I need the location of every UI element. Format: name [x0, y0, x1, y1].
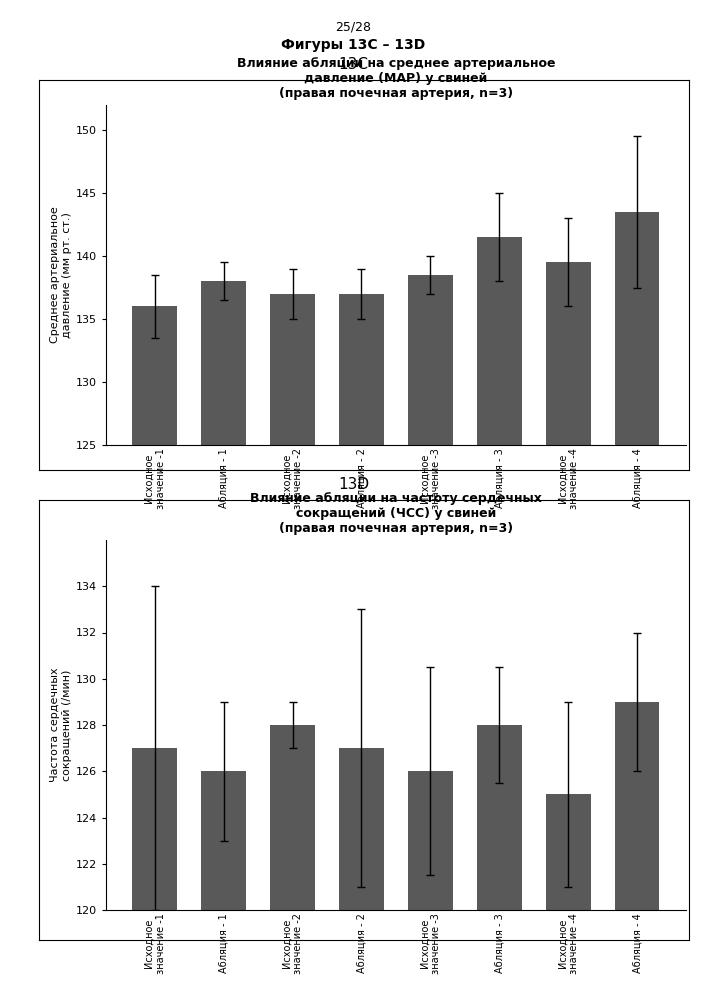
Bar: [132, 306, 177, 445]
Bar: [477, 237, 522, 445]
Bar: [201, 281, 246, 445]
Text: 13С: 13С: [339, 57, 368, 72]
Bar: [201, 771, 246, 910]
Bar: [339, 294, 384, 445]
Bar: [270, 294, 315, 445]
Text: Фигуры 13С – 13D: Фигуры 13С – 13D: [281, 38, 426, 52]
Bar: [408, 275, 452, 445]
Title: Влияние абляции на среднее артериальное
давление (МАР) у свиней
(правая почечная: Влияние абляции на среднее артериальное …: [237, 57, 555, 100]
Bar: [339, 748, 384, 910]
Bar: [614, 702, 660, 910]
Bar: [546, 794, 590, 910]
Bar: [546, 262, 590, 445]
Bar: [270, 725, 315, 910]
Bar: [132, 748, 177, 910]
Y-axis label: Частота сердечных
сокращений (/мин): Частота сердечных сокращений (/мин): [50, 668, 71, 782]
Bar: [477, 725, 522, 910]
Text: 25/28: 25/28: [336, 20, 371, 33]
Bar: [408, 771, 452, 910]
Y-axis label: Среднее артериальное
давление (мм рт. ст.): Среднее артериальное давление (мм рт. ст…: [50, 207, 71, 343]
Title: Влияние абляции на частоту сердечных
сокращений (ЧСС) у свиней
(правая почечная : Влияние абляции на частоту сердечных сок…: [250, 492, 542, 535]
Text: 13D: 13D: [338, 477, 369, 492]
Bar: [614, 212, 660, 445]
